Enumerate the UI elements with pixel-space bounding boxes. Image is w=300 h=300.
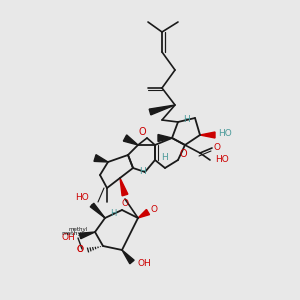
- Polygon shape: [138, 209, 149, 218]
- Text: OH: OH: [137, 260, 151, 268]
- Polygon shape: [158, 134, 172, 142]
- Polygon shape: [200, 132, 215, 138]
- Text: OH: OH: [61, 233, 75, 242]
- Text: methyl: methyl: [61, 230, 83, 236]
- Text: H: H: [183, 115, 189, 124]
- Text: O: O: [179, 149, 187, 159]
- Text: H: H: [162, 154, 168, 163]
- Text: O: O: [151, 205, 158, 214]
- Text: O: O: [76, 245, 83, 254]
- Polygon shape: [122, 250, 134, 264]
- Text: HO: HO: [218, 130, 232, 139]
- Polygon shape: [123, 135, 138, 145]
- Polygon shape: [120, 178, 128, 196]
- Text: O: O: [122, 199, 128, 208]
- Text: O: O: [76, 245, 83, 254]
- Text: H: H: [110, 208, 116, 217]
- Text: H: H: [140, 167, 146, 176]
- Text: HO: HO: [75, 194, 89, 202]
- Text: methyl: methyl: [68, 227, 88, 232]
- Polygon shape: [94, 155, 108, 162]
- Text: O: O: [138, 127, 146, 137]
- Polygon shape: [90, 203, 105, 218]
- Polygon shape: [79, 232, 95, 239]
- Text: HO: HO: [215, 154, 229, 164]
- Text: O: O: [214, 142, 220, 152]
- Polygon shape: [149, 105, 175, 115]
